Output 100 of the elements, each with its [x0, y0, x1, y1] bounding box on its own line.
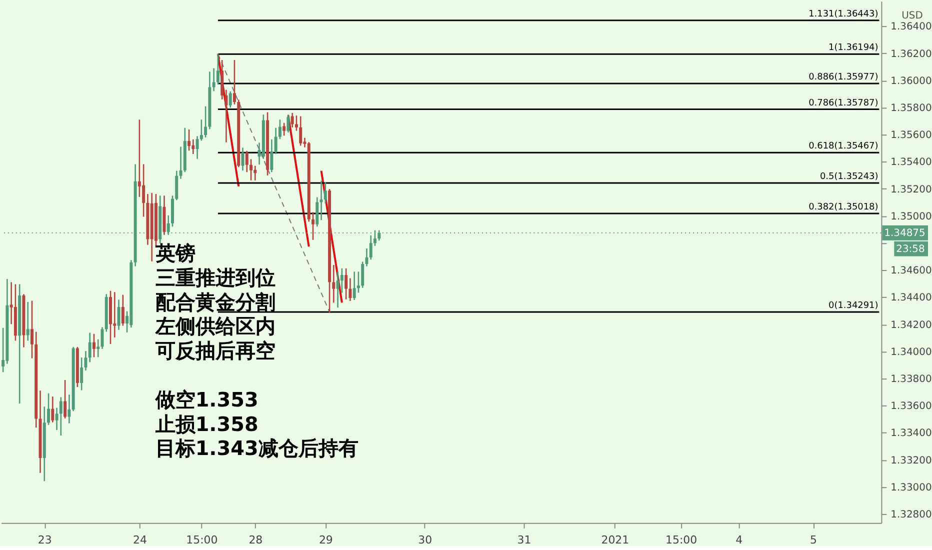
candlestick — [245, 150, 248, 172]
y-tick-label: 1.36400 — [890, 22, 932, 33]
candlestick — [26, 302, 30, 341]
ref-line-label: 1(1.36194) — [828, 43, 878, 54]
candlestick — [30, 300, 34, 358]
candlestick — [356, 272, 360, 293]
y-tick-label: 1.34200 — [890, 320, 932, 331]
candlestick — [196, 136, 199, 159]
y-tick-label: 1.35600 — [890, 130, 932, 142]
candlestick — [344, 268, 348, 300]
annotation: 目标1.343减仓后持有 — [155, 437, 358, 460]
candlestick — [113, 292, 116, 338]
candlestick — [361, 262, 364, 288]
candlestick — [64, 380, 67, 418]
candlestick — [175, 170, 178, 200]
candlestick — [316, 197, 319, 227]
annotation: 英镑 — [154, 242, 196, 266]
candlestick — [369, 235, 372, 260]
ref-line-label: 1.131(1.36443) — [808, 9, 878, 20]
candlestick — [299, 116, 302, 146]
y-tick-label: 1.35200 — [890, 184, 932, 196]
y-tick-label: 1.34600 — [890, 266, 932, 277]
candlestick — [47, 393, 50, 425]
annotation: 可反抽后再空 — [154, 340, 276, 363]
candlestick — [278, 120, 282, 140]
y-tick-label: 1.32800 — [890, 509, 932, 520]
candlestick — [286, 114, 290, 132]
candlestick — [232, 60, 236, 104]
ref-line-label: 1.34875 — [884, 228, 926, 239]
candlestick — [294, 116, 298, 131]
candlestick — [88, 332, 92, 362]
candlestick — [55, 408, 58, 430]
x-tick-label: 29 — [318, 533, 333, 546]
y-tick-label: 1.34400 — [890, 292, 932, 304]
candlestick — [68, 394, 71, 424]
x-tick-label: 4 — [736, 533, 743, 546]
x-tick-label: 30 — [418, 533, 432, 546]
y-tick-label: 1.33800 — [890, 374, 932, 385]
candlestick — [336, 272, 340, 308]
y-tick-label: 1.35800 — [890, 103, 932, 114]
candlestick — [270, 139, 274, 172]
annotation: 止损1.358 — [154, 412, 258, 436]
y-tick-label: 1.35400 — [890, 157, 932, 168]
candlestick — [352, 272, 356, 300]
candlestick — [84, 351, 88, 370]
candlestick — [324, 182, 327, 204]
candlestick — [250, 159, 253, 180]
candlestick — [121, 294, 124, 326]
candlestick — [80, 358, 84, 390]
x-tick-label: 15:00 — [186, 533, 218, 546]
line-series — [287, 114, 310, 248]
x-tick-label: 15:00 — [666, 533, 698, 546]
candlestick — [216, 53, 220, 84]
line-series — [216, 53, 240, 188]
y-tick-label: 1.35000 — [890, 211, 932, 222]
annotation: 做空1.353 — [154, 388, 258, 412]
candlestick — [290, 112, 294, 128]
annotation: 三重推进到位 — [155, 266, 276, 290]
y-tick-label: 1.33200 — [890, 455, 932, 466]
candlestick — [200, 120, 203, 141]
candlestick — [204, 106, 208, 138]
y-tick-label: 1.34000 — [890, 346, 932, 358]
x-tick-label: 24 — [132, 533, 147, 546]
candlestick — [282, 122, 286, 136]
candlestick — [373, 230, 376, 246]
x-tick-label: 23 — [38, 533, 52, 546]
y-tick-label: 1.36000 — [890, 76, 932, 87]
candlestick — [274, 128, 278, 154]
ref-line-label: 0.886(1.35977) — [808, 72, 878, 83]
annotation: 配合黄金分割 — [155, 290, 276, 314]
y-tick-label: 1.33400 — [890, 428, 932, 440]
ref-line-label: 0.382(1.35018) — [808, 202, 878, 212]
y-tick-label: 1.33600 — [890, 401, 932, 412]
line-series — [320, 170, 343, 304]
x-tick-label: 5 — [810, 533, 818, 546]
ref-line-label: 0.786(1.35787) — [808, 98, 878, 108]
ref-line-label: 0.618(1.35467) — [808, 142, 878, 152]
x-tick-label: 28 — [248, 533, 263, 546]
y-axis-title: USD — [902, 10, 924, 22]
annotation: 左侧供给区内 — [154, 315, 276, 338]
candlestick — [332, 264, 336, 303]
candlestick — [340, 268, 344, 293]
candlestick — [254, 166, 257, 180]
ref-line-label: 0.5(1.35243) — [820, 172, 878, 182]
candlestick — [348, 278, 352, 301]
candlestick — [92, 334, 96, 358]
candlestick — [224, 90, 228, 142]
candlestick — [142, 164, 146, 217]
candlestick — [212, 68, 216, 92]
candlestick — [365, 248, 368, 266]
candlestick — [51, 396, 54, 422]
x-tick-label: 31 — [517, 533, 532, 546]
candlestick — [188, 130, 191, 151]
candlestick — [59, 397, 62, 436]
y-tick-label: 1.36200 — [890, 48, 932, 60]
candlestick — [228, 91, 232, 108]
candlestick — [312, 212, 314, 240]
text: 23:58 — [896, 244, 925, 255]
y-tick-label: 1.33000 — [890, 482, 932, 494]
candlestick — [192, 139, 195, 154]
